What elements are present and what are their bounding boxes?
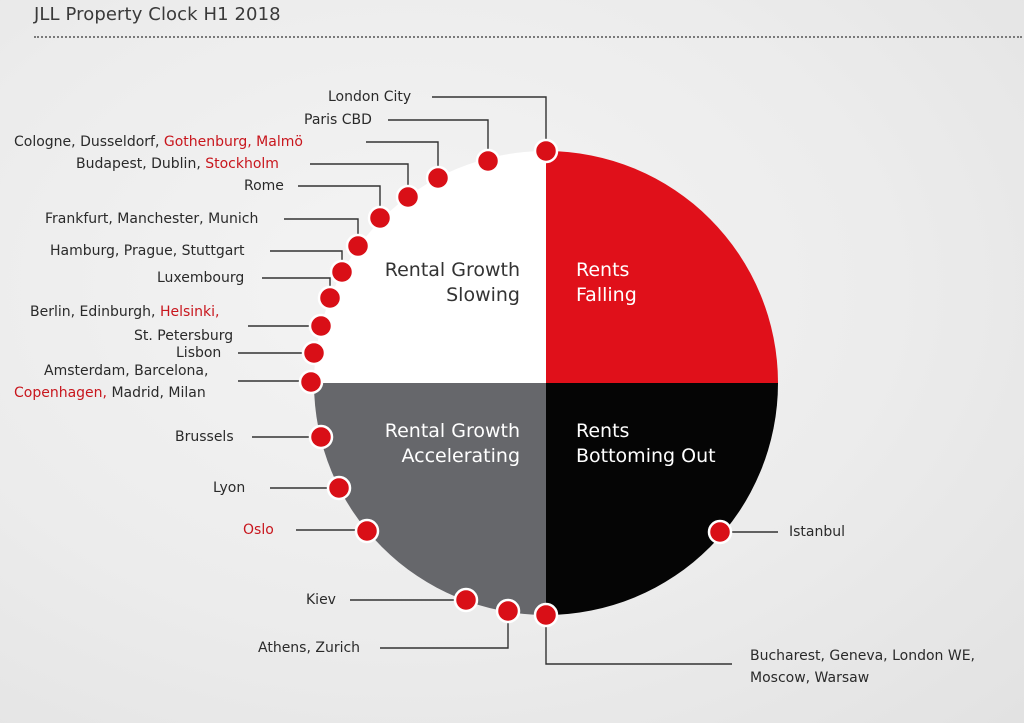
dot-amsterdam	[298, 369, 324, 395]
dot-lyon	[326, 475, 352, 501]
label-rome: Rome	[244, 178, 284, 194]
label-berlin-group: Berlin, Edinburgh, Helsinki,	[30, 303, 220, 321]
label-lyon: Lyon	[213, 480, 246, 496]
label-hamburg-group: Hamburg, Prague, Stuttgart	[50, 243, 245, 259]
label-bucharest-line: Bucharest, Geneva, London WE,	[750, 648, 975, 664]
dot-london-city	[533, 138, 559, 164]
quadrant-label-line: Rental Growth	[384, 420, 520, 442]
label-lisbon: Lisbon	[176, 345, 222, 361]
quadrant-rents-falling	[546, 151, 778, 383]
quadrant-label-line: Accelerating	[401, 445, 521, 467]
dot-rome	[367, 205, 393, 231]
label-copenhagen: Copenhagen,	[14, 385, 107, 401]
quadrant-label-line: Falling	[576, 284, 637, 306]
dot-budapest	[395, 184, 421, 210]
quadrant-label-rents-bottoming-out: Rents Bottoming Out	[576, 419, 716, 469]
dot-luxembourg	[317, 285, 343, 311]
page-title: JLL Property Clock H1 2018	[34, 4, 281, 25]
label-bucharest-line: Moscow, Warsaw	[750, 670, 870, 686]
label-stockholm: Stockholm	[205, 156, 279, 172]
dot-istanbul	[707, 519, 733, 545]
quadrant-label-rental-growth-slowing: Rental Growth Slowing	[364, 258, 520, 308]
label-madrid-milan: Madrid, Milan	[107, 385, 206, 401]
label-oslo: Oslo	[243, 522, 274, 538]
leader-line-paris-cbd	[388, 119, 489, 158]
quadrant-rental-growth-slowing	[314, 151, 546, 383]
label-gothenburg-malmo: Gothenburg, Malmö	[163, 134, 303, 150]
label-berlin-edinburgh: Berlin, Edinburgh,	[30, 304, 160, 320]
label-helsinki: Helsinki,	[159, 304, 220, 320]
leader-line-rome	[298, 185, 381, 214]
leader-line-bucharest	[545, 614, 732, 665]
dot-athens	[495, 598, 521, 624]
dot-bucharest	[533, 602, 559, 628]
quadrant-label-line: Rental Growth	[384, 259, 520, 281]
dot-cologne	[425, 165, 451, 191]
label-amsterdam-group: Amsterdam, Barcelona,	[44, 363, 209, 379]
label-istanbul: Istanbul	[789, 524, 846, 540]
label-copenhagen-group: Copenhagen, Madrid, Milan	[14, 384, 206, 402]
label-luxembourg: Luxembourg	[157, 270, 245, 286]
leader-line-london-city	[432, 96, 547, 148]
label-cologne-group: Cologne, Dusseldorf, Gothenburg, Malmö	[14, 133, 303, 151]
quadrant-label-line: Slowing	[446, 284, 520, 306]
leader-line-athens	[380, 612, 509, 649]
label-london-city: London City	[328, 89, 412, 105]
quadrant-label-line: Rents	[576, 420, 630, 442]
dot-hamburg	[329, 259, 355, 285]
quadrant-rental-growth-accelerating	[314, 383, 546, 615]
dot-brussels	[308, 424, 334, 450]
dot-berlin	[308, 313, 334, 339]
leader-line-frankfurt	[284, 218, 359, 243]
dot-frankfurt	[345, 233, 371, 259]
city-dots	[298, 138, 733, 628]
dot-paris-cbd	[475, 148, 501, 174]
label-kiev: Kiev	[306, 592, 336, 608]
label-budapest-dublin: Budapest, Dublin,	[76, 156, 206, 172]
label-frankfurt-group: Frankfurt, Manchester, Munich	[45, 211, 259, 227]
label-bucharest-group: Bucharest, Geneva, London WE, Moscow, Wa…	[750, 645, 975, 689]
label-st-petersburg: St. Petersburg	[134, 328, 234, 344]
quadrant-label-rental-growth-accelerating: Rental Growth Accelerating	[350, 419, 520, 469]
dot-lisbon	[301, 340, 327, 366]
label-paris-cbd: Paris CBD	[304, 112, 372, 128]
leader-line-budapest	[310, 163, 409, 194]
dot-oslo	[354, 518, 380, 544]
label-athens-zurich: Athens, Zurich	[258, 640, 361, 656]
quadrant-label-line: Rents	[576, 259, 630, 281]
title-divider	[34, 36, 1022, 38]
dot-kiev	[453, 587, 479, 613]
label-budapest-group: Budapest, Dublin, Stockholm	[76, 155, 279, 173]
leader-line-cologne	[366, 141, 439, 175]
label-brussels: Brussels	[175, 429, 234, 445]
quadrant-rents-bottoming-out	[546, 383, 778, 615]
quadrant-label-line: Bottoming Out	[576, 445, 716, 467]
label-cologne-dusseldorf: Cologne, Dusseldorf,	[14, 134, 164, 150]
quadrant-label-rents-falling: Rents Falling	[576, 258, 637, 308]
